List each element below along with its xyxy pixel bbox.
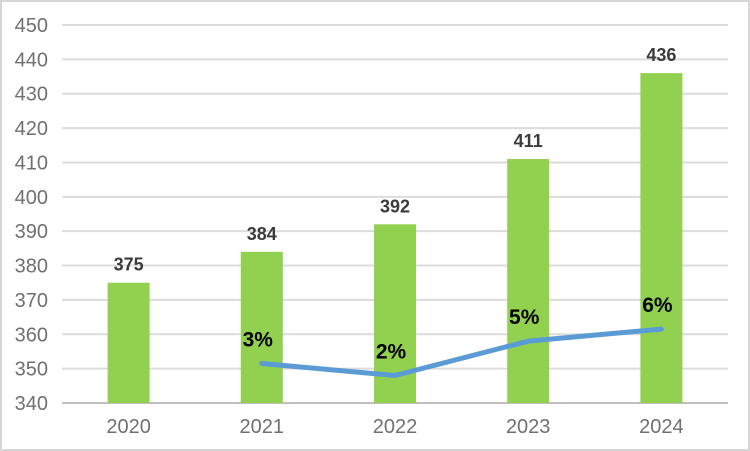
bar-value-label: 392 — [380, 196, 410, 216]
y-tick-label: 340 — [15, 393, 48, 415]
x-axis-label-2024: 2024 — [639, 416, 684, 438]
y-tick-label: 410 — [15, 152, 48, 174]
y-tick-label: 390 — [15, 221, 48, 243]
bar-value-label: 384 — [247, 224, 277, 244]
bar-2024 — [640, 73, 683, 403]
bar-2021 — [240, 251, 283, 403]
growth-line — [259, 326, 664, 379]
y-tick-label: 440 — [15, 49, 48, 71]
bar-2020 — [107, 282, 150, 403]
percent-label: 6% — [642, 294, 673, 317]
bar-value-label: 411 — [514, 131, 543, 151]
x-axis-label-2023: 2023 — [506, 416, 551, 438]
percent-label: 2% — [376, 341, 407, 364]
percent-label: 3% — [243, 328, 274, 351]
x-axis-label-2021: 2021 — [240, 416, 285, 438]
bar-2023 — [507, 159, 550, 403]
x-axis-label-2020: 2020 — [106, 416, 151, 438]
y-tick-label: 350 — [15, 359, 48, 381]
y-tick-label: 450 — [15, 15, 48, 37]
y-tick-label: 430 — [15, 84, 48, 106]
y-tick-label: 370 — [15, 290, 48, 312]
y-tick-label: 420 — [15, 118, 48, 140]
y-tick-label: 380 — [15, 256, 48, 278]
x-axis-label-2022: 2022 — [373, 416, 418, 438]
bar-value-label: 436 — [646, 45, 676, 65]
y-tick-label: 400 — [15, 187, 48, 209]
percent-label: 5% — [509, 306, 540, 329]
y-tick-label: 360 — [15, 324, 48, 346]
bar-value-label: 375 — [114, 255, 144, 275]
